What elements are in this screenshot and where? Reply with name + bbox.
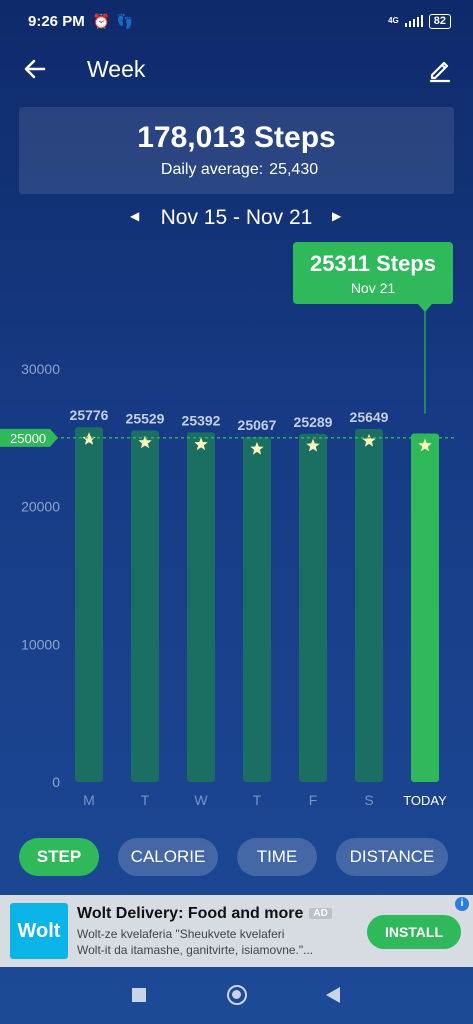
install-button[interactable]: INSTALL (367, 915, 461, 949)
bar-value-label: 25289 (294, 414, 333, 430)
total-steps: 178,013 Steps (137, 121, 336, 154)
x-tick-label: TODAY (403, 793, 447, 808)
filter-calorie[interactable]: CALORIE (118, 838, 218, 876)
arrow-left-icon (24, 59, 46, 79)
alarm-icon: ⏰ (92, 12, 111, 29)
daily-average: Daily average: 25,430 (19, 161, 454, 179)
status-bar: 9:26 PM ⏰ 👣 4G 82 (0, 0, 473, 42)
y-tick-label: 20000 (21, 499, 60, 515)
recents-button[interactable] (132, 988, 146, 1002)
goal-star-icon (138, 435, 152, 449)
goal-star-icon (362, 433, 376, 447)
bar-6 (411, 433, 439, 782)
x-tick-label: F (309, 792, 318, 808)
y-tick-label: 30000 (21, 361, 60, 377)
back-button[interactable] (20, 54, 50, 84)
bar-1 (131, 430, 159, 782)
bar-value-label: 25067 (238, 417, 277, 433)
pencil-icon (430, 61, 450, 83)
date-range: ◀ Nov 15 - Nov 21 ▶ (0, 203, 473, 233)
tooltip-date: Nov 21 (350, 280, 396, 296)
bar-4 (299, 433, 327, 782)
bar-2 (187, 432, 215, 782)
home-button[interactable] (227, 985, 247, 1005)
y-tick-label: 0 (52, 774, 60, 790)
goal-star-icon (82, 432, 96, 445)
weekly-summary: 178,013 Steps Daily average: 25,430 (19, 107, 454, 194)
goal-label: 25000 (10, 431, 46, 446)
x-tick-label: S (364, 792, 373, 808)
battery-indicator: 82 (428, 13, 451, 29)
metric-filters: STEP CALORIE TIME DISTANCE (0, 838, 473, 876)
network-type: 4G (388, 16, 399, 25)
ad-logo[interactable]: Wolt (10, 903, 68, 959)
page-title: Week (87, 56, 146, 82)
goal-star-icon (194, 437, 208, 451)
filter-step[interactable]: STEP (19, 838, 99, 876)
ad-banner[interactable]: Wolt Wolt Delivery: Food and more AD Wolt… (0, 895, 473, 967)
ad-description-2: Wolt-it da itamashe, ganitvirte, isiamov… (77, 943, 314, 957)
x-tick-label: W (194, 792, 208, 808)
date-range-label: Nov 15 - Nov 21 (160, 206, 313, 229)
selected-day-tooltip: 25311 Steps Nov 21 (293, 242, 453, 312)
x-tick-label: T (141, 792, 150, 808)
y-tick-label: 10000 (21, 636, 60, 652)
ad-title-text: Wolt Delivery: Food and more (77, 905, 304, 922)
prev-week-button[interactable]: ◀ (130, 209, 140, 223)
app-bar: Week (0, 48, 473, 92)
bar-value-label: 25529 (126, 411, 165, 427)
tooltip-steps: 25311 Steps (310, 251, 436, 276)
x-tick-label: M (83, 792, 95, 808)
bar-3 (243, 436, 271, 782)
ad-title[interactable]: Wolt Delivery: Food and more AD (77, 905, 332, 923)
bar-value-label: 25776 (70, 407, 109, 423)
footsteps-icon: 👣 (116, 12, 134, 29)
filter-time[interactable]: TIME (237, 838, 317, 876)
bar-0 (75, 427, 103, 782)
x-tick-label: T (253, 792, 262, 808)
system-nav-bar (0, 970, 473, 1024)
bar-value-label: 25649 (350, 409, 389, 425)
goal-star-icon (418, 438, 432, 452)
daily-average-label: Daily average: (160, 161, 264, 178)
next-week-button[interactable]: ▶ (332, 209, 342, 223)
bar-5 (355, 428, 383, 782)
edit-button[interactable] (425, 54, 455, 84)
goal-marker (0, 428, 58, 447)
back-nav-button[interactable] (326, 987, 340, 1003)
filter-distance[interactable]: DISTANCE (336, 838, 448, 876)
signal-icon (404, 15, 423, 27)
goal-star-icon (250, 441, 264, 455)
daily-average-value: 25,430 (269, 161, 319, 178)
bar-value-label: 25392 (182, 412, 221, 428)
ad-badge: AD (309, 908, 332, 920)
status-time: 9:26 PM (28, 12, 85, 30)
goal-star-icon (306, 438, 320, 452)
chart-canvas: 0 10000 20000 30000 25776 M 25529 T 25392 W 25067 T… (0, 308, 456, 808)
ad-info-icon[interactable]: i (455, 897, 469, 911)
ad-description-1: Wolt-ze kvelaferia "Sheukvete kvelaferi (77, 927, 285, 941)
steps-bar-chart: 0 10000 20000 30000 25776 M 25529 T 25392 W 25067 T… (0, 300, 473, 820)
